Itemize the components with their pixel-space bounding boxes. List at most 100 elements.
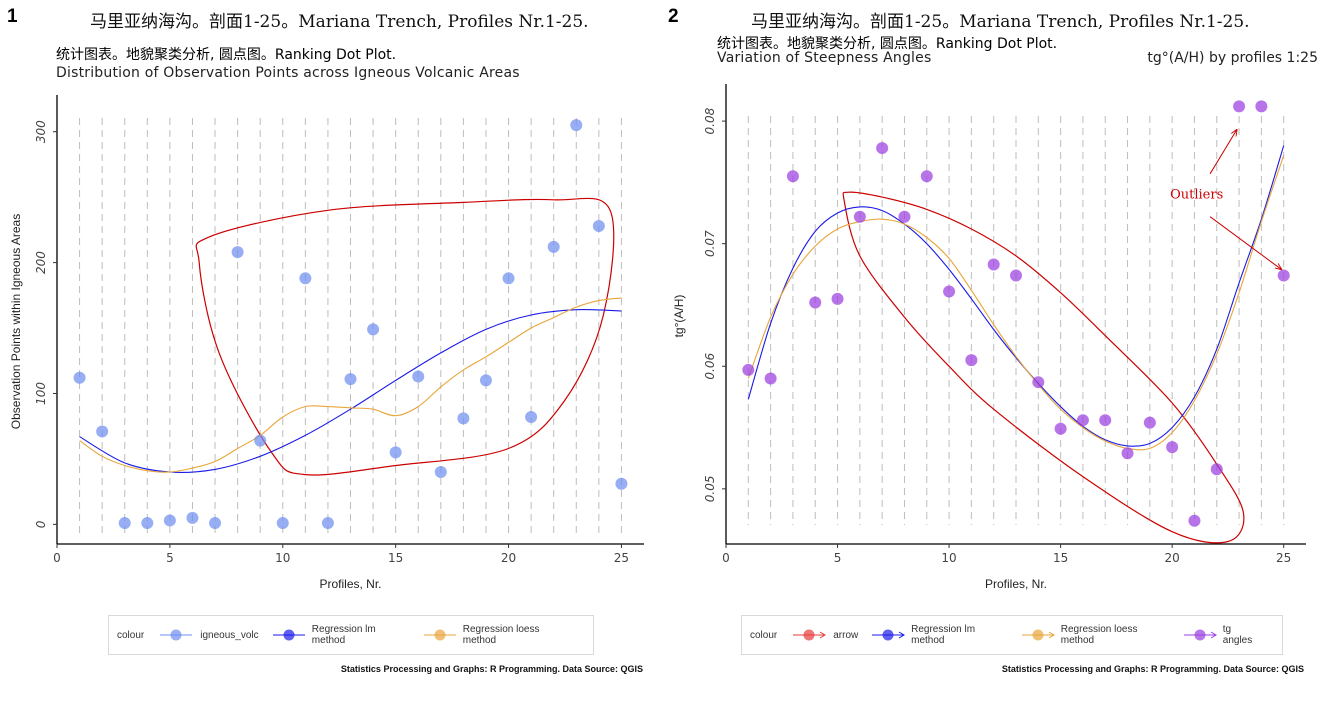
data-point <box>163 514 176 527</box>
y-tick-label: 200 <box>34 251 48 274</box>
legend-key <box>272 629 305 641</box>
data-point <box>1255 100 1268 113</box>
legend-key-arrow <box>899 631 906 639</box>
y-tick-label: 0.05 <box>703 475 717 502</box>
chart-subtitle-2: Variation of Steepness Angles <box>717 50 932 66</box>
data-point <box>344 373 357 386</box>
legend-key-arrow <box>1048 631 1055 639</box>
data-point <box>809 296 822 309</box>
x-tick-label: 10 <box>275 551 290 565</box>
data-point <box>479 374 492 387</box>
chart-subtitle-right: tg°(A/H) by profiles 1:25 <box>1147 50 1318 66</box>
x-tick-label: 0 <box>53 551 61 565</box>
data-point <box>389 446 402 459</box>
data-point <box>299 272 312 285</box>
legend-item: Regression loess method <box>1020 624 1170 646</box>
data-point <box>987 258 1000 271</box>
data-point <box>547 240 560 253</box>
data-point <box>1210 463 1223 476</box>
cluster-outline <box>842 191 1245 544</box>
x-axis-title: Profiles, Nr. <box>319 577 381 591</box>
chart-subtitle: 统计图表。地貌聚类分析, 圆点图。Ranking Dot Plot. <box>56 47 397 63</box>
data-point <box>1054 422 1067 435</box>
x-tick-label: 15 <box>388 551 403 565</box>
legend-label: Regression loess method <box>1060 624 1138 646</box>
legend-label: arrow <box>833 629 859 641</box>
data-point <box>1277 269 1290 282</box>
legend-key <box>160 629 193 641</box>
data-point <box>434 466 447 479</box>
legend-item: Regression lm method <box>271 624 410 646</box>
data-point <box>276 517 289 530</box>
data-point <box>1010 269 1022 282</box>
y-axis-title: tg°(A/H) <box>672 295 686 338</box>
caption: Statistics Processing and Graphs: R Prog… <box>1001 664 1304 674</box>
legend-key-dot <box>1194 629 1206 641</box>
plot-area: 0 5 10 15 20 25 0 100 200 300 Profiles, Nr. Observa… <box>9 95 644 591</box>
panel-label: 2 <box>668 6 679 27</box>
legend-label: tg angles <box>1222 624 1253 646</box>
legend-title: colour <box>117 629 145 641</box>
data-point <box>1188 514 1201 527</box>
legend-title: colour <box>750 629 778 641</box>
data-point <box>118 517 131 530</box>
data-point <box>831 292 844 305</box>
legend-key-dot <box>1032 629 1044 641</box>
legend-item: tg angles <box>1182 624 1262 646</box>
legend-label: Regression loess method <box>462 624 540 646</box>
data-point <box>412 370 425 383</box>
x-axis-title: Profiles, Nr. <box>985 577 1047 591</box>
data-point <box>254 434 267 447</box>
cluster-outline <box>195 197 615 476</box>
data-point <box>592 219 605 232</box>
regression-loess-method-line <box>747 155 1285 451</box>
x-tick-label: 5 <box>166 551 174 565</box>
data-point <box>570 119 583 132</box>
data-point <box>1143 416 1156 429</box>
caption: Statistics Processing and Graphs: R Prog… <box>340 664 643 674</box>
data-point <box>209 517 222 530</box>
y-tick-label: 0.08 <box>703 107 717 134</box>
annotation-arrow <box>1209 130 1237 175</box>
legend-key-dot <box>434 629 446 641</box>
data-point <box>1121 447 1134 460</box>
data-point <box>876 142 889 155</box>
data-point <box>898 210 911 223</box>
legend-item: Regression lm method <box>870 624 1008 646</box>
y-tick-label: 0 <box>34 520 48 528</box>
legend-item: igneous_volc <box>158 628 259 642</box>
legend-key <box>423 629 456 641</box>
data-point <box>1076 414 1089 427</box>
chart-subtitle-2: Distribution of Observation Points acros… <box>56 65 520 81</box>
chart-panel-2: 2 马里亚纳海沟。剖面1-25。Mariana Trench, Profiles… <box>661 0 1321 712</box>
data-point <box>141 517 154 530</box>
x-tick-label: 5 <box>834 551 842 565</box>
chart-title: 马里亚纳海沟。剖面1-25。Mariana Trench, Profiles N… <box>751 12 1250 32</box>
x-tick-label: 10 <box>941 551 956 565</box>
x-tick-label: 20 <box>1165 551 1180 565</box>
data-point <box>965 354 978 367</box>
data-point <box>186 511 199 524</box>
data-point <box>943 285 956 298</box>
grid-lines <box>79 118 622 537</box>
x-tick-label: 0 <box>722 551 730 565</box>
data-point <box>457 412 470 425</box>
data-point <box>525 411 538 424</box>
legend-key-arrow <box>1210 631 1217 639</box>
legend-item: Regression loess method <box>422 624 573 646</box>
legend-item: arrow <box>791 628 858 642</box>
data-point <box>920 170 933 183</box>
data-point <box>96 425 109 438</box>
legend-key-arrow <box>819 631 827 639</box>
data-point <box>231 246 244 259</box>
chart-panel-1: 1 马里亚纳海沟。剖面1-25。Mariana Trench, Profiles… <box>0 0 660 712</box>
data-point <box>764 372 777 385</box>
data-point <box>367 323 380 336</box>
data-point <box>502 272 515 285</box>
data-point <box>1166 441 1179 454</box>
y-tick-label: 0.06 <box>703 353 717 380</box>
x-tick-label: 25 <box>614 551 629 565</box>
panel-label: 1 <box>7 6 18 27</box>
legend-key-dot <box>803 629 815 641</box>
legend-key <box>793 629 827 641</box>
